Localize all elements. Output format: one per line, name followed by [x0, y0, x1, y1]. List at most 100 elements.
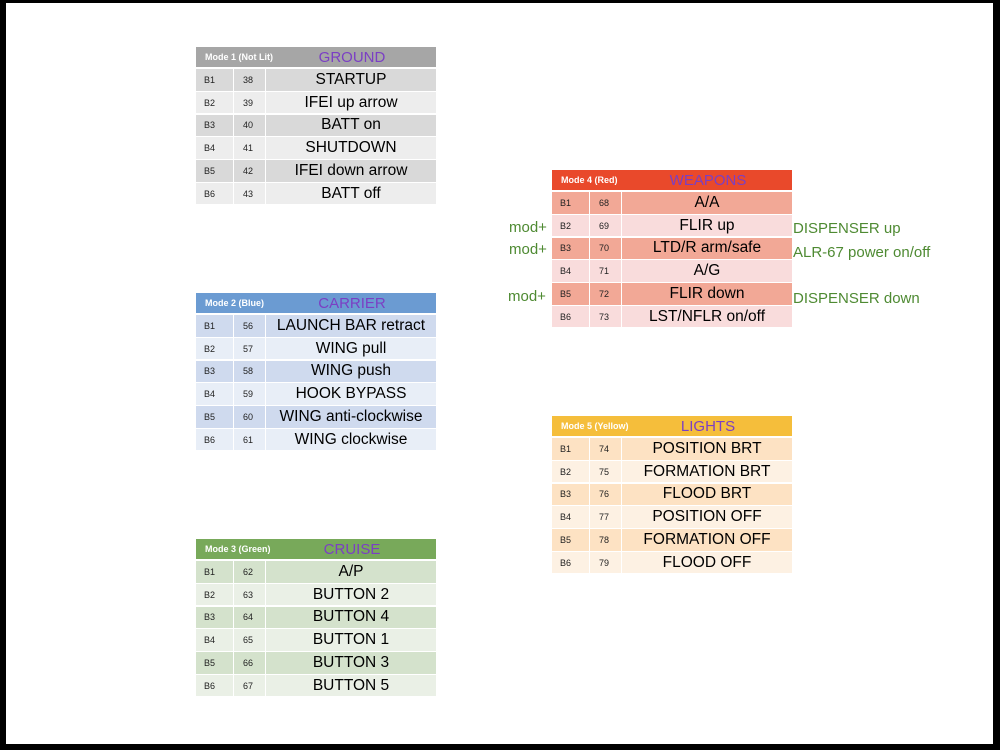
modifier-label: mod+	[509, 219, 547, 236]
mode-label: Mode 5 (Yellow)	[561, 421, 629, 431]
button-number: 57	[234, 337, 265, 360]
button-id: B4	[552, 506, 589, 528]
button-number: 40	[234, 114, 265, 137]
button-number: 58	[234, 360, 265, 383]
mode-table-carrier: Mode 2 (Blue) CARRIER B1 56 LAUNCH BAR r…	[196, 293, 436, 452]
table-header: Mode 3 (Green) CRUISE	[196, 539, 436, 559]
table-row: B6 43 BATT off	[196, 182, 436, 205]
table-row: B6 67 BUTTON 5	[196, 674, 436, 697]
button-id: B6	[196, 182, 233, 205]
button-number: 66	[234, 652, 265, 674]
button-function: FLOOD BRT	[622, 483, 792, 506]
mode-title: CRUISE	[323, 540, 381, 558]
button-number: 77	[590, 506, 621, 528]
button-number: 42	[234, 160, 265, 182]
button-function: FLIR up	[622, 214, 792, 237]
mode-table-lights: Mode 5 (Yellow) LIGHTS B1 74 POSITION BR…	[552, 416, 792, 575]
button-number: 73	[590, 305, 621, 328]
button-number: 63	[234, 583, 265, 606]
button-function: IFEI down arrow	[266, 160, 436, 182]
button-id: B6	[196, 674, 233, 697]
mode-label: Mode 4 (Red)	[561, 175, 618, 185]
mode-title: LIGHTS	[680, 417, 736, 435]
modifier-function: ALR-67 power on/off	[793, 244, 931, 261]
button-number: 72	[590, 283, 621, 305]
table-row: B5 78 FORMATION OFF	[552, 529, 792, 551]
table-row: B6 61 WING clockwise	[196, 428, 436, 451]
table-row: B5 60 WING anti-clockwise	[196, 406, 436, 428]
button-number: 68	[590, 192, 621, 214]
table-row: B6 79 FLOOD OFF	[552, 551, 792, 574]
button-number: 59	[234, 383, 265, 405]
button-id: B5	[552, 283, 589, 305]
table-row: B4 59 HOOK BYPASS	[196, 383, 436, 405]
button-id: B3	[196, 114, 233, 137]
button-number: 74	[590, 438, 621, 460]
button-number: 43	[234, 182, 265, 205]
table-row: B3 64 BUTTON 4	[196, 606, 436, 629]
button-id: B2	[196, 91, 233, 114]
button-number: 56	[234, 315, 265, 337]
mode-table-ground: Mode 1 (Not Lit) GROUND B1 38 STARTUP B2…	[196, 47, 436, 206]
button-number: 69	[590, 214, 621, 237]
button-function: FORMATION BRT	[622, 460, 792, 483]
modifier-label: mod+	[508, 288, 546, 305]
button-id: B3	[552, 483, 589, 506]
button-function: BUTTON 4	[266, 606, 436, 629]
button-function: FLIR down	[622, 283, 792, 305]
button-function: BATT off	[266, 182, 436, 205]
table-row: B1 68 A/A	[552, 192, 792, 214]
table-row: B5 72 FLIR down	[552, 283, 792, 305]
table-row: B3 40 BATT on	[196, 114, 436, 137]
table-row: B4 41 SHUTDOWN	[196, 137, 436, 159]
mode-label: Mode 3 (Green)	[205, 544, 271, 554]
button-number: 76	[590, 483, 621, 506]
table-row: B2 57 WING pull	[196, 337, 436, 360]
button-id: B1	[196, 561, 233, 583]
button-id: B6	[196, 428, 233, 451]
button-id: B1	[552, 192, 589, 214]
button-number: 70	[590, 237, 621, 260]
button-number: 75	[590, 460, 621, 483]
button-id: B6	[552, 305, 589, 328]
button-function: HOOK BYPASS	[266, 383, 436, 405]
button-id: B2	[196, 337, 233, 360]
button-number: 78	[590, 529, 621, 551]
mode-table-weapons: Mode 4 (Red) WEAPONS B1 68 A/A B2 69 FLI…	[552, 170, 792, 329]
button-function: WING clockwise	[266, 428, 436, 451]
table-header: Mode 1 (Not Lit) GROUND	[196, 47, 436, 67]
button-id: B4	[552, 260, 589, 282]
button-function: BUTTON 1	[266, 629, 436, 651]
button-id: B2	[196, 583, 233, 606]
table-row: B3 76 FLOOD BRT	[552, 483, 792, 506]
button-function: BUTTON 2	[266, 583, 436, 606]
button-id: B2	[552, 460, 589, 483]
table-row: B3 58 WING push	[196, 360, 436, 383]
table-row: B2 63 BUTTON 2	[196, 583, 436, 606]
button-number: 65	[234, 629, 265, 651]
button-id: B3	[196, 606, 233, 629]
button-function: BATT on	[266, 114, 436, 137]
button-function: POSITION BRT	[622, 438, 792, 460]
button-number: 38	[234, 69, 265, 91]
button-function: IFEI up arrow	[266, 91, 436, 114]
button-function: BUTTON 5	[266, 674, 436, 697]
button-id: B5	[552, 529, 589, 551]
button-id: B1	[196, 315, 233, 337]
table-row: B1 56 LAUNCH BAR retract	[196, 315, 436, 337]
button-function: LST/NFLR on/off	[622, 305, 792, 328]
table-header: Mode 2 (Blue) CARRIER	[196, 293, 436, 313]
button-number: 39	[234, 91, 265, 114]
table-row: B1 38 STARTUP	[196, 69, 436, 91]
table-row: B2 39 IFEI up arrow	[196, 91, 436, 114]
modifier-function: DISPENSER up	[793, 220, 901, 237]
button-number: 67	[234, 674, 265, 697]
button-number: 61	[234, 428, 265, 451]
mode-table-cruise: Mode 3 (Green) CRUISE B1 62 A/P B2 63 BU…	[196, 539, 436, 698]
button-function: FLOOD OFF	[622, 551, 792, 574]
table-row: B5 42 IFEI down arrow	[196, 160, 436, 182]
button-number: 62	[234, 561, 265, 583]
table-row: B4 65 BUTTON 1	[196, 629, 436, 651]
button-function: A/P	[266, 561, 436, 583]
button-id: B1	[552, 438, 589, 460]
